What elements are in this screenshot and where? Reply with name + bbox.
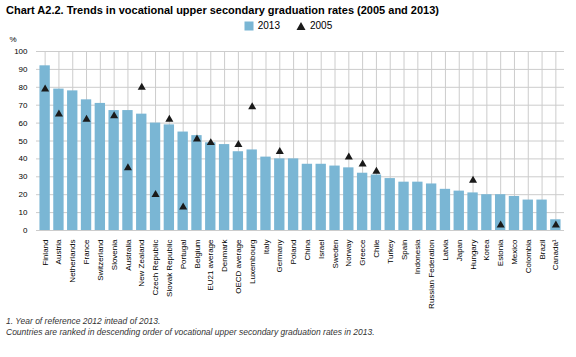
svg-text:Brazil: Brazil [538,239,547,259]
svg-text:Austria: Austria [54,239,63,264]
svg-text:Czech Republic: Czech Republic [151,240,160,296]
svg-text:20: 20 [19,190,28,199]
svg-text:OECD average: OECD average [234,239,243,294]
svg-text:Israel: Israel [317,239,326,259]
svg-text:Portugal: Portugal [179,239,188,269]
svg-text:Norway: Norway [344,240,353,267]
svg-text:Luxembourg: Luxembourg [248,240,257,284]
svg-text:70: 70 [19,101,28,110]
svg-text:Slovak Republic: Slovak Republic [165,240,174,297]
svg-text:0: 0 [23,226,28,235]
svg-text:EU21 average: EU21 average [206,239,215,291]
svg-text:90: 90 [19,65,28,74]
svg-text:Russian Federation: Russian Federation [427,240,436,309]
svg-text:10: 10 [19,208,28,217]
svg-text:100: 100 [14,47,28,56]
svg-text:Denmark: Denmark [220,239,229,272]
svg-text:Korea: Korea [482,239,491,261]
svg-text:New Zealand: New Zealand [137,240,146,287]
svg-text:40: 40 [19,154,28,163]
svg-text:Indonesia: Indonesia [413,239,422,274]
svg-text:Hungary: Hungary [469,240,478,270]
html-text:1. Year of reference 2012 inte: 1. Year of reference 2012 intead of 2013… [6,316,161,326]
svg-text:Chile: Chile [372,239,381,258]
html-text:2005: 2005 [310,20,333,31]
svg-text:Mexico: Mexico [510,239,519,265]
svg-text:Colombia: Colombia [524,239,533,273]
svg-text:Australia: Australia [124,239,133,271]
svg-text:Finland: Finland [41,240,50,266]
svg-text:Slovenia: Slovenia [110,239,119,270]
svg-text:Italy: Italy [262,240,271,255]
html-text:Chart A2.2. Trends in vocation: Chart A2.2. Trends in vocational upper s… [6,4,439,16]
svg-text:60: 60 [19,119,28,128]
svg-text:30: 30 [19,172,28,181]
svg-text:80: 80 [19,83,28,92]
svg-text:Switzerland: Switzerland [96,240,105,281]
svg-text:Netherlands: Netherlands [68,240,77,283]
svg-text:Germany: Germany [275,240,284,273]
svg-text:%: % [10,35,17,44]
svg-text:Poland: Poland [289,240,298,265]
svg-text:Canada¹: Canada¹ [551,239,560,270]
html-text:Countries are ranked in descen: Countries are ranked in descending order… [6,327,375,337]
svg-text:Greece: Greece [358,239,367,266]
svg-text:Turkey: Turkey [386,240,395,264]
svg-text:France: France [82,239,91,264]
html-text:2013: 2013 [257,20,280,31]
svg-text:Japan: Japan [455,240,464,262]
svg-text:Spain: Spain [400,240,409,260]
svg-text:Estonia: Estonia [496,239,505,266]
svg-text:50: 50 [19,137,28,146]
svg-text:Sweden: Sweden [331,240,340,269]
svg-text:China: China [303,239,312,260]
svg-text:Latvia: Latvia [441,239,450,261]
svg-text:Belgium: Belgium [193,239,202,268]
